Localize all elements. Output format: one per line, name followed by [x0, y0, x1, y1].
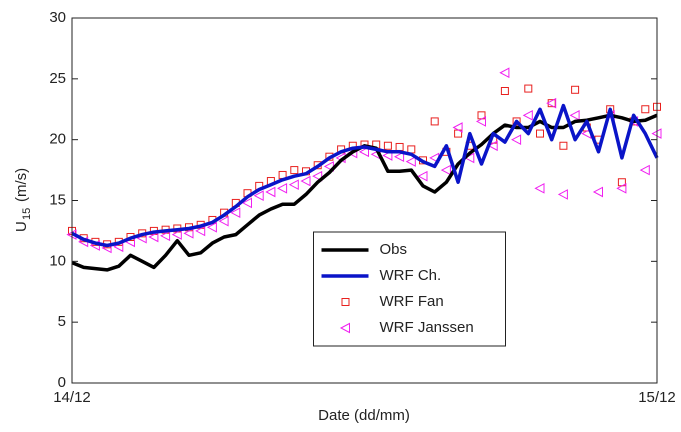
y-tick-label: 30 [49, 9, 66, 26]
marker-triangle [557, 189, 568, 200]
y-tick-label: 10 [49, 252, 66, 269]
marker-triangle [148, 231, 159, 243]
marker-square [571, 85, 580, 94]
marker-square [407, 145, 416, 154]
marker-square [383, 141, 392, 150]
marker-triangle [499, 67, 510, 79]
marker-triangle [230, 207, 241, 218]
marker-triangle [171, 229, 182, 240]
axes-frame [71, 17, 658, 384]
marker-triangle [534, 183, 545, 194]
marker-triangle [195, 225, 206, 237]
marker-triangle [265, 186, 276, 198]
y-tick-label: 25 [49, 70, 66, 87]
legend-label: WRF Fan [380, 293, 444, 310]
marker-triangle [569, 110, 580, 121]
marker-triangle [312, 170, 323, 182]
y-tick-label: 15 [49, 191, 66, 208]
marker-triangle [417, 170, 428, 182]
x-tick-label: 15/12 [638, 389, 676, 406]
marker-triangle [241, 197, 252, 209]
x-axis-label: Date (dd/mm) [318, 407, 410, 424]
series-line [71, 103, 659, 248]
marker-triangle [160, 230, 171, 242]
legend-label: Obs [380, 241, 408, 258]
marker-triangle [277, 183, 288, 194]
marker-triangle [639, 164, 650, 176]
marker-triangle [394, 151, 405, 163]
marker-triangle [183, 228, 194, 239]
y-axis-label-unit: (m/s) [13, 168, 30, 202]
plot-area [66, 67, 662, 272]
y-axis-label-subscript: 15 [21, 208, 33, 220]
marker-triangle [288, 179, 299, 191]
legend-label: WRF Ch. [380, 267, 442, 284]
marker-triangle [452, 122, 463, 133]
marker-square [430, 117, 439, 126]
marker-square [500, 87, 509, 95]
marker-triangle [487, 140, 498, 152]
marker-triangle [511, 134, 522, 145]
y-tick-label: 0 [58, 374, 66, 391]
marker-square [341, 298, 350, 306]
marker-square [559, 141, 568, 150]
marker-triangle [300, 175, 311, 187]
marker-triangle [546, 97, 557, 109]
x-tick-label: 14/12 [53, 389, 91, 406]
y-tick-label: 5 [58, 313, 66, 330]
marker-triangle [339, 322, 350, 334]
marker-triangle [475, 116, 486, 127]
y-axis-label: U 15 (m/s) [13, 168, 33, 232]
marker-triangle [218, 215, 229, 227]
marker-square [524, 84, 533, 93]
y-axis-label-main: U [13, 221, 30, 232]
marker-triangle [253, 190, 264, 201]
marker-square [395, 142, 404, 151]
marker-square [641, 105, 650, 114]
marker-triangle [405, 156, 416, 167]
y-tick-label: 20 [49, 131, 66, 148]
marker-triangle [440, 164, 451, 176]
marker-triangle [592, 186, 603, 198]
marker-triangle [206, 221, 217, 233]
legend-label: WRF Janssen [380, 319, 474, 336]
marker-square [290, 166, 299, 175]
marker-triangle [616, 183, 627, 194]
marker-triangle [522, 110, 533, 121]
marker-square [536, 129, 544, 138]
marker-triangle [358, 146, 369, 158]
